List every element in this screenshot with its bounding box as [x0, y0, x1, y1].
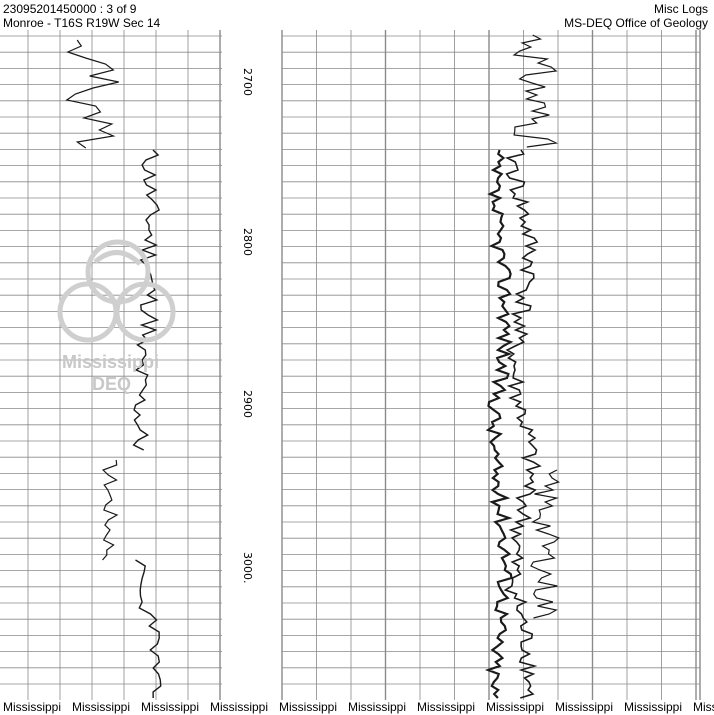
footer-watermark-text: Mississippi	[417, 700, 476, 714]
footer-watermark-text: Mississippi	[348, 700, 407, 714]
depth-label-2900: 2900	[241, 390, 254, 418]
footer-watermark-text: Mississippi	[141, 700, 200, 714]
log-curves	[65, 34, 561, 699]
footer-watermark-text: Mississippi	[72, 700, 131, 714]
log-curve	[512, 34, 559, 148]
log-curve	[132, 149, 160, 451]
footer-watermark-text: Mississippi	[279, 700, 338, 714]
header-left: 23095201450000 : 3 of 9 Monroe - T16S R1…	[3, 2, 160, 30]
office-name: MS-DEQ Office of Geology	[564, 16, 708, 30]
footer-watermark-text: Mississippi	[693, 700, 714, 714]
log-curve	[65, 39, 119, 149]
log-curve	[503, 149, 542, 699]
well-id: 23095201450000 : 3 of 9	[3, 2, 137, 16]
log-category: Misc Logs	[653, 2, 708, 16]
well-location: Monroe - T16S R19W Sec 14	[3, 16, 161, 30]
depth-scale: 2700 2800 2900 3000.	[241, 68, 254, 584]
footer-watermark-text: Mississippi	[555, 700, 614, 714]
depth-label-2700: 2700	[241, 68, 254, 96]
footer-watermark-strip: Mississippi Mississippi Mississippi Mississ…	[0, 700, 714, 715]
depth-label-3000: 3000.	[241, 552, 254, 584]
footer-watermark-text: Mississippi	[486, 700, 545, 714]
header-right: Misc Logs MS-DEQ Office of Geology	[564, 2, 708, 30]
left-track-grid	[0, 30, 222, 700]
right-track-grid	[281, 30, 701, 700]
footer-watermark-text: Mississippi	[624, 700, 683, 714]
log-curve	[101, 459, 119, 561]
log-curve	[135, 559, 162, 699]
footer-watermark-text: Mississippi	[3, 700, 62, 714]
log-curve	[530, 469, 561, 619]
footer-watermark-text: Mississippi	[210, 700, 269, 714]
depth-label-2800: 2800	[241, 228, 254, 256]
log-curve	[484, 149, 514, 699]
